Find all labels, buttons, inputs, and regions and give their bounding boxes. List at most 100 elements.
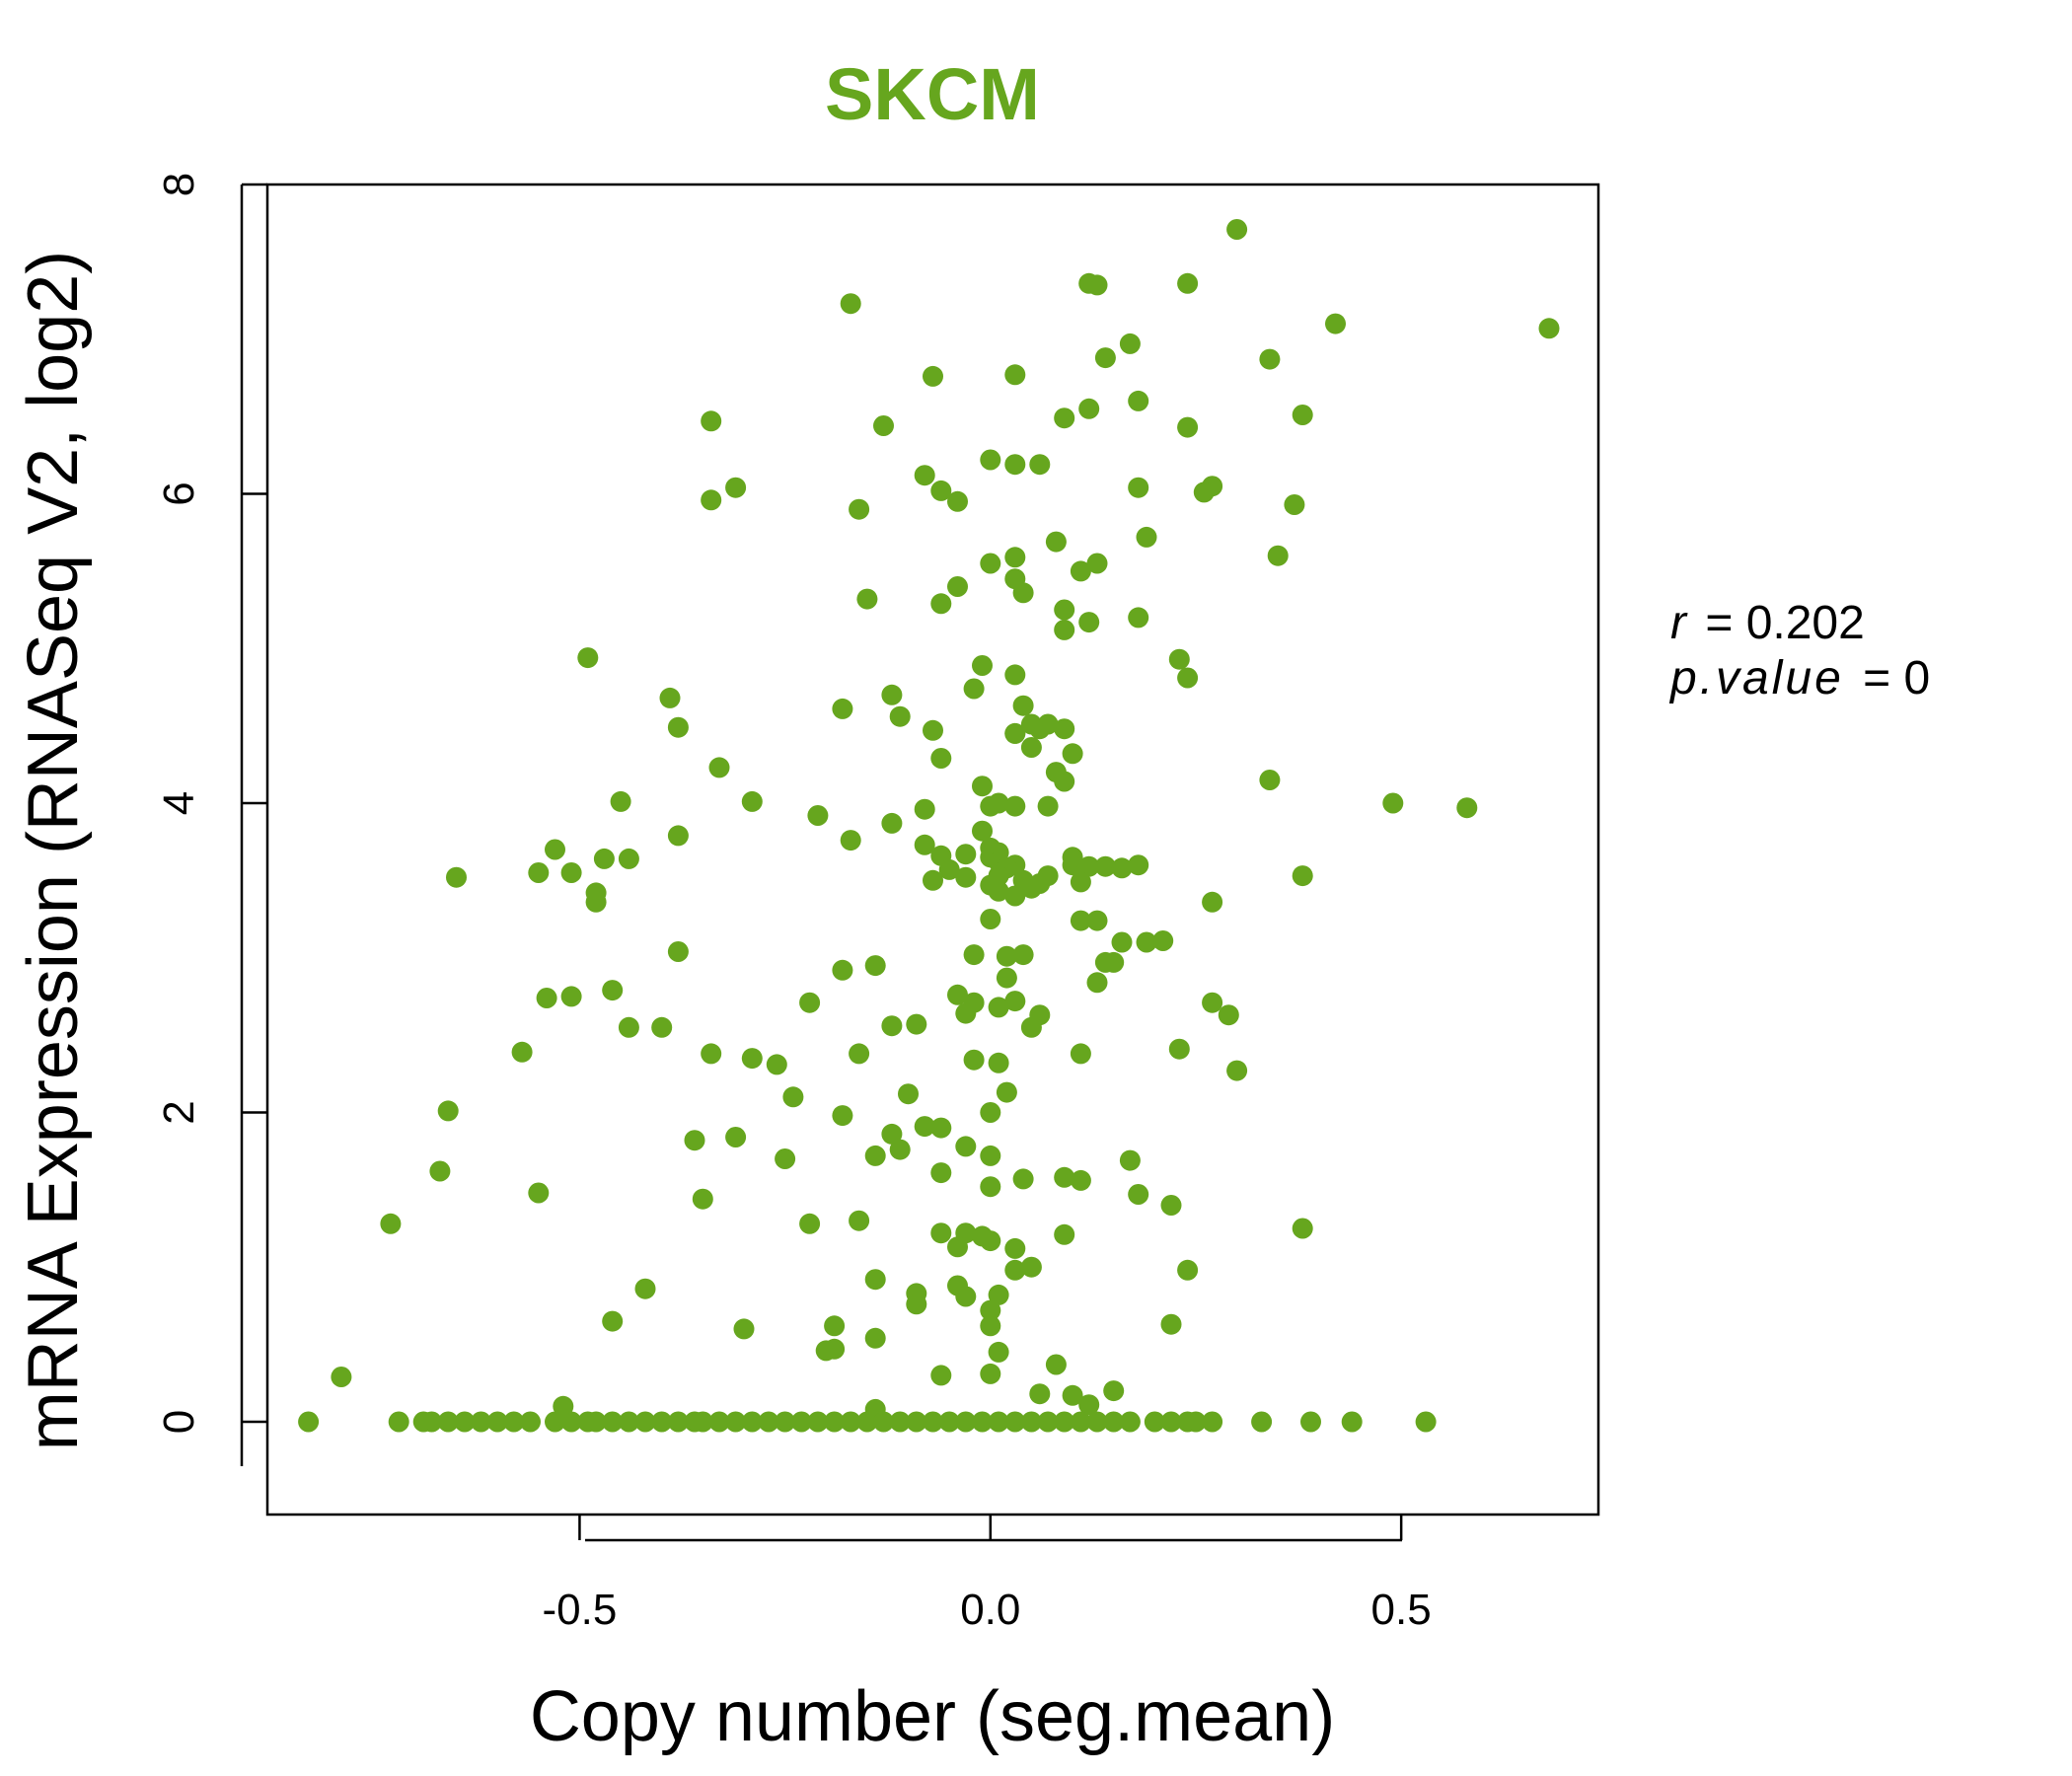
data-point [708, 1411, 730, 1433]
data-point [446, 866, 467, 888]
data-point [701, 489, 722, 511]
data-point [832, 959, 853, 981]
data-point [741, 1411, 763, 1433]
data-point [421, 1411, 442, 1433]
data-point [560, 1411, 582, 1433]
data-point [1226, 219, 1248, 240]
data-point [692, 1188, 713, 1210]
data-point [775, 1148, 796, 1169]
data-point [1086, 972, 1108, 994]
data-point [930, 1222, 952, 1244]
data-point [1136, 931, 1157, 953]
data-point [1078, 855, 1100, 877]
data-point [881, 812, 903, 834]
data-point [923, 719, 943, 741]
data-point [585, 891, 607, 913]
data-point [659, 687, 681, 708]
chart-title: SKCM [825, 53, 1040, 135]
x-axis: -0.5 0.0 0.5 [543, 1515, 1432, 1634]
data-point [864, 1145, 886, 1166]
data-point [815, 1340, 837, 1362]
data-point [1062, 847, 1083, 868]
data-point [1054, 1223, 1075, 1245]
data-point [1012, 1168, 1034, 1190]
data-point [471, 1411, 491, 1433]
data-point [923, 365, 943, 387]
data-point [955, 1002, 977, 1024]
data-point [758, 1411, 779, 1433]
data-point [832, 1105, 853, 1127]
data-point [1259, 770, 1281, 790]
data-point [741, 1048, 763, 1070]
data-point [1202, 891, 1223, 913]
data-point [1094, 347, 1116, 369]
data-point [701, 1043, 722, 1065]
data-point [733, 1318, 755, 1340]
data-point [1054, 619, 1075, 640]
data-point [1456, 797, 1478, 819]
data-point [824, 1315, 846, 1337]
data-point [930, 1162, 952, 1184]
data-point [955, 1286, 977, 1307]
data-point [1144, 1411, 1165, 1433]
data-point [790, 1411, 812, 1433]
data-point [980, 909, 1001, 929]
data-point [947, 1236, 968, 1258]
data-point [528, 862, 550, 883]
data-point [1202, 1411, 1223, 1433]
data-point [889, 1139, 911, 1160]
data-point [1078, 612, 1100, 633]
data-point [1020, 1256, 1042, 1278]
data-point [725, 1127, 747, 1147]
data-point [930, 1117, 952, 1139]
data-point [881, 684, 903, 705]
data-point [1045, 1354, 1067, 1375]
data-point [963, 1049, 985, 1071]
data-point [930, 593, 952, 615]
data-point [1292, 405, 1313, 425]
data-point [1382, 792, 1404, 814]
data-point [1020, 877, 1042, 899]
data-point [1177, 1259, 1199, 1281]
data-point [1128, 607, 1149, 629]
x-tick-label: -0.5 [543, 1586, 618, 1634]
data-point [840, 830, 861, 851]
data-point [947, 984, 968, 1005]
data-point [906, 1013, 927, 1035]
data-point [938, 1411, 960, 1433]
data-point [1111, 857, 1133, 879]
data-point [1078, 398, 1100, 419]
correlation-annotation: r = 0.202 [1670, 597, 1865, 649]
plot-frame [265, 183, 1600, 1517]
data-point [618, 848, 639, 869]
data-point [1152, 930, 1174, 951]
data-point [1284, 494, 1305, 515]
data-point [955, 844, 977, 865]
data-point [1160, 1195, 1182, 1216]
data-point [298, 1411, 320, 1433]
data-point [947, 576, 968, 597]
data-point [593, 848, 615, 869]
data-point [1160, 1313, 1182, 1335]
data-point [849, 498, 870, 520]
data-point [1267, 545, 1289, 566]
data-point [560, 986, 582, 1007]
data-point [1103, 1380, 1125, 1402]
data-point [1177, 667, 1199, 689]
data-point [889, 1411, 911, 1433]
data-point [1004, 991, 1026, 1012]
data-point [1045, 531, 1067, 553]
data-point [799, 992, 821, 1013]
data-point [988, 1411, 1009, 1433]
data-point [914, 1116, 935, 1138]
y-axis: 0 2 4 6 8 [155, 173, 267, 1466]
data-point [1020, 1016, 1042, 1038]
data-point [996, 967, 1017, 989]
data-point [1119, 333, 1141, 354]
data-point [856, 1411, 878, 1433]
data-point [766, 1054, 787, 1075]
data-point [947, 490, 968, 512]
data-point [618, 1016, 639, 1038]
data-point [1128, 854, 1149, 876]
